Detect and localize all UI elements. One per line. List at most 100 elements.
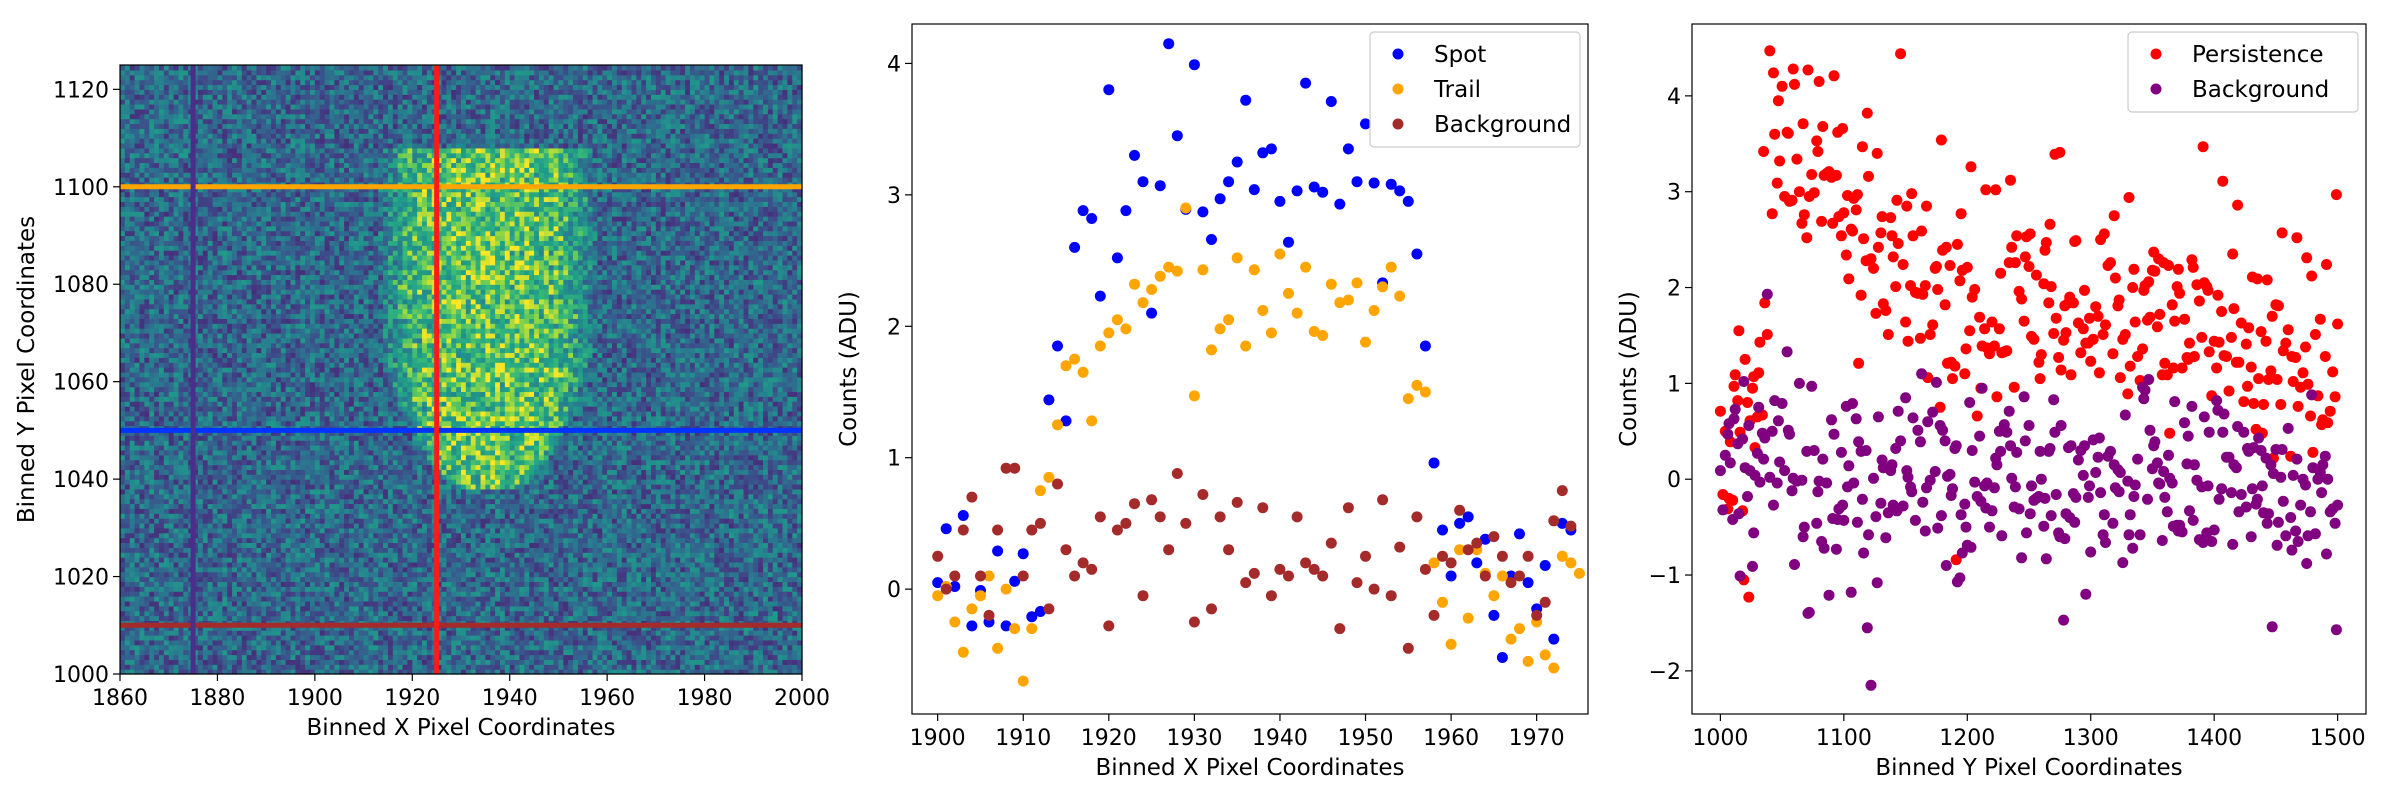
- heatmap-cell: [285, 586, 292, 592]
- heatmap-cell: [787, 552, 793, 558]
- heatmap-cell: [227, 610, 233, 617]
- heatmap-cell: [285, 537, 292, 544]
- heatmap-cell: [670, 508, 676, 514]
- heatmap-cell: [568, 576, 574, 583]
- heatmap-cell: [149, 561, 155, 568]
- heatmap-cell: [392, 576, 399, 583]
- heatmap-cell: [699, 542, 706, 548]
- heatmap-cell: [650, 557, 657, 563]
- heatmap-cell: [124, 586, 131, 592]
- heatmap-cell: [339, 508, 345, 514]
- heatmap-cell: [266, 659, 272, 665]
- heatmap-cell: [163, 498, 170, 505]
- heatmap-cell: [680, 644, 686, 651]
- heatmap-cell: [709, 566, 715, 573]
- heatmap-cell: [499, 571, 506, 578]
- heatmap-cell: [607, 644, 613, 651]
- heatmap-cell: [285, 547, 292, 553]
- heatmap-cell: [305, 518, 311, 524]
- heatmap-cell: [733, 669, 740, 675]
- heatmap-cell: [738, 566, 745, 573]
- heatmap-cell: [558, 576, 564, 583]
- heatmap-cell: [422, 508, 428, 514]
- heatmap-cell: [402, 561, 409, 568]
- heatmap-cell: [329, 596, 335, 602]
- heatmap-cell: [597, 639, 603, 646]
- heatmap-cell: [202, 615, 209, 622]
- heatmap-cell: [173, 639, 180, 646]
- heatmap-cell: [577, 649, 584, 656]
- heatmap-cell: [285, 644, 292, 651]
- heatmap-cell: [339, 625, 345, 631]
- heatmap-cell: [538, 610, 545, 617]
- heatmap-cell: [193, 654, 199, 660]
- heatmap-cell: [650, 591, 657, 597]
- heatmap-cell: [353, 610, 360, 617]
- heatmap-cell: [519, 522, 525, 529]
- heatmap-cell: [714, 522, 720, 529]
- heatmap-cell: [139, 649, 145, 656]
- heatmap-cell: [124, 669, 131, 675]
- heatmap-cell: [465, 532, 472, 539]
- heatmap-cell: [587, 659, 594, 665]
- heatmap-cell: [646, 610, 652, 617]
- heatmap-cell: [782, 654, 788, 660]
- heatmap-cell: [543, 542, 550, 548]
- heatmap-cell: [339, 547, 345, 553]
- heatmap-cell: [441, 581, 447, 587]
- heatmap-cell: [490, 586, 496, 592]
- heatmap-cell: [694, 605, 701, 612]
- heatmap-cell: [227, 586, 233, 592]
- heatmap-cell: [597, 659, 603, 665]
- heatmap-cell: [441, 654, 447, 660]
- heatmap-cell: [227, 503, 233, 509]
- heatmap-cell: [173, 503, 180, 509]
- heatmap-cell: [158, 610, 165, 617]
- heatmap-cell: [772, 571, 779, 578]
- heatmap-cell: [129, 537, 136, 544]
- heatmap-cell: [573, 547, 579, 553]
- heatmap-cell: [602, 508, 608, 514]
- heatmap-cell: [436, 581, 443, 587]
- heatmap-cell: [456, 596, 462, 602]
- heatmap-cell: [383, 581, 389, 587]
- heatmap-cell: [232, 537, 238, 544]
- heatmap-cell: [631, 571, 637, 578]
- heatmap-cell: [256, 586, 262, 592]
- heatmap-cell: [217, 586, 223, 592]
- heatmap-cell: [573, 605, 579, 612]
- heatmap-cell: [417, 615, 423, 622]
- heatmap-cell: [563, 600, 569, 607]
- heatmap-cell: [563, 537, 569, 544]
- heatmap-cell: [173, 532, 180, 539]
- heatmap-cell: [207, 561, 214, 568]
- heatmap-cell: [183, 522, 189, 529]
- heatmap-cell: [685, 532, 691, 539]
- heatmap-cell: [660, 513, 667, 519]
- heatmap-cell: [782, 552, 788, 558]
- heatmap-cell: [456, 513, 462, 519]
- heatmap-cell: [573, 625, 579, 631]
- heatmap-cell: [636, 566, 642, 573]
- heatmap-cell: [777, 537, 784, 544]
- heatmap-cell: [694, 537, 701, 544]
- heatmap-cell: [514, 576, 521, 583]
- heatmap-cell: [266, 542, 272, 548]
- heatmap-cell: [212, 644, 219, 651]
- heatmap-cell: [436, 635, 443, 641]
- heatmap-cell: [392, 508, 399, 514]
- heatmap-cell: [470, 649, 477, 656]
- heatmap-cell: [329, 527, 335, 534]
- heatmap-cell: [120, 498, 126, 505]
- heatmap-cell: [641, 596, 647, 602]
- heatmap-cell: [670, 639, 676, 646]
- heatmap-cell: [402, 649, 409, 656]
- heatmap-cell: [582, 498, 589, 505]
- heatmap-cell: [197, 600, 204, 607]
- heatmap-cell: [383, 518, 389, 524]
- heatmap-cell: [675, 591, 681, 597]
- heatmap-cell: [290, 557, 296, 563]
- heatmap-cell: [183, 498, 189, 505]
- heatmap-cell: [378, 537, 384, 544]
- heatmap-cell: [451, 537, 457, 544]
